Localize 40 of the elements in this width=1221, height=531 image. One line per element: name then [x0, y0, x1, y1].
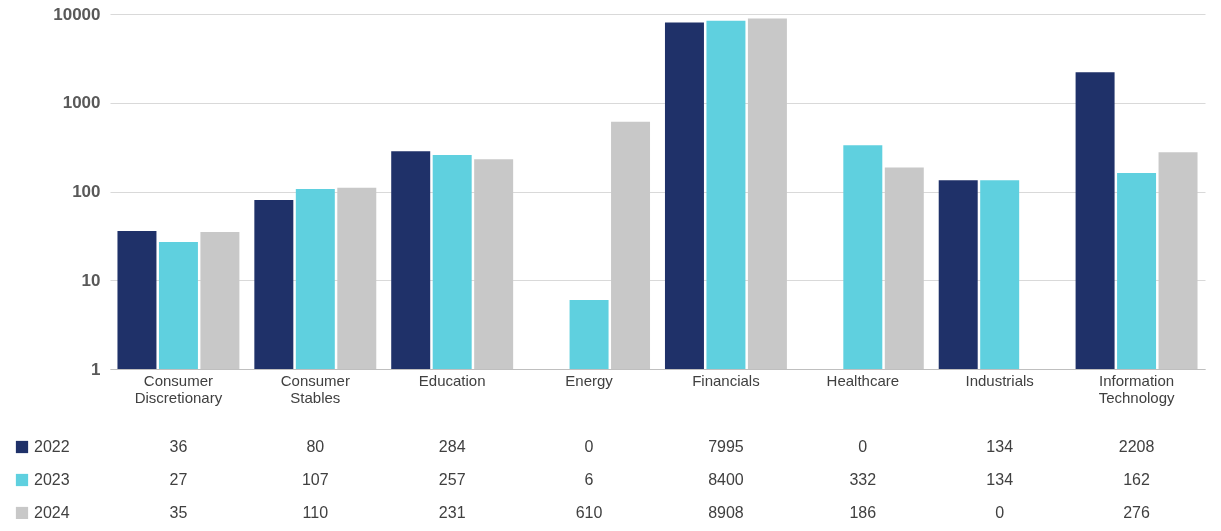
data-label: 610	[575, 504, 603, 521]
data-label: 107	[301, 471, 329, 488]
data-label: 110	[302, 504, 329, 521]
y-tick-label: 10000	[53, 4, 101, 24]
legend-label: 2023	[34, 471, 70, 488]
data-label: 6	[584, 471, 594, 488]
data-label: 27	[169, 471, 188, 488]
x-tick-label: Healthcare	[826, 371, 900, 389]
data-label: 284	[438, 438, 466, 455]
text: 0	[995, 504, 1005, 521]
data-label: 276	[1123, 504, 1151, 521]
data-label: 8908	[708, 504, 744, 521]
data-label: 36	[169, 438, 188, 455]
y-tick-label: 1000	[62, 93, 101, 113]
data-label: 257	[438, 471, 466, 488]
data-label: 7995	[708, 438, 744, 455]
y-tick-label: 10	[81, 270, 101, 290]
x-tick-label: Consumer Discretionary	[134, 371, 223, 406]
y-tick-label: 1	[91, 359, 101, 379]
data-label: 35	[169, 504, 188, 521]
data-label: 80	[306, 438, 325, 455]
text: 0	[584, 438, 594, 455]
data-label: 134	[986, 438, 1014, 455]
data-label: 231	[438, 504, 466, 521]
text: 0	[858, 438, 868, 455]
x-tick-label: Information Technology	[1098, 371, 1175, 406]
data-label: 2208	[1118, 438, 1155, 455]
data-label: 134	[986, 471, 1014, 488]
legend-label: 2022	[34, 438, 70, 455]
data-label: 162	[1123, 471, 1151, 488]
x-tick-label: Energy	[565, 371, 614, 389]
y-tick-label: 100	[72, 182, 101, 201]
data-label: 186	[849, 504, 877, 521]
x-tick-label: Consumer Stables	[280, 371, 350, 406]
data-label: 332	[849, 471, 877, 488]
x-tick-label: Financials	[692, 371, 760, 389]
x-tick-label: Industrials	[965, 371, 1034, 389]
x-tick-label: Education	[418, 371, 486, 389]
legend-label: 2024	[34, 504, 70, 521]
data-label: 8400	[708, 471, 744, 488]
